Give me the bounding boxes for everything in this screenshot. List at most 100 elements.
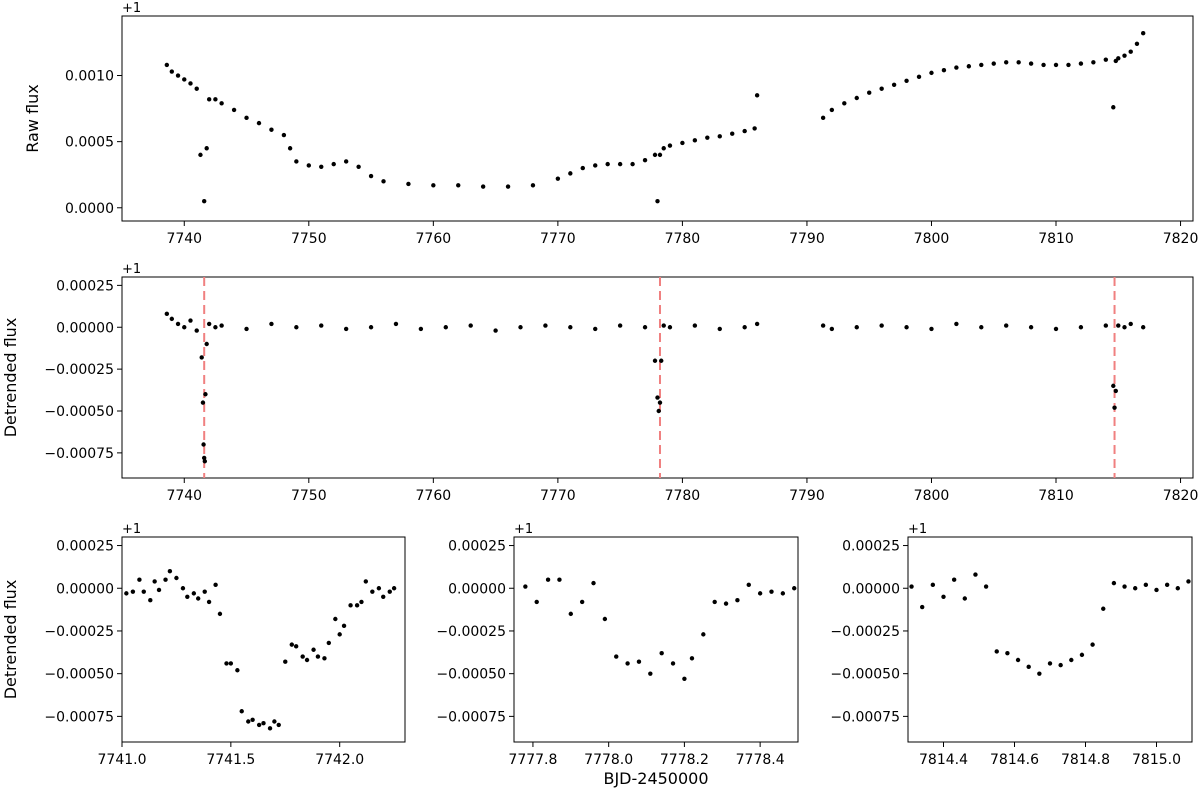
raw-data-point [1028,61,1034,66]
detrended-x-tick-label: 7790 [789,488,825,504]
detrended-data-point [201,442,206,447]
detrended-data-point [717,326,722,332]
raw-data-point [979,62,984,68]
detrended-data-point [642,325,648,330]
transit1-data-point [191,591,197,596]
transit2-x-tick-label: 7778.0 [584,752,633,768]
detrended-data-point [206,321,212,327]
transit1-data-point [387,589,392,594]
raw-data-point [730,131,735,136]
transit1-x-tick-label: 7742.0 [315,752,364,768]
transit1-data-point [267,726,273,731]
transit2-data-point [579,599,585,605]
raw-data-point [1003,60,1009,65]
raw-data-point [1078,61,1084,66]
raw-data-point [1053,62,1059,68]
detrended-data-point [652,358,658,363]
raw-data-point [667,143,673,148]
raw-data-point [891,82,897,87]
transit1-data-point [300,654,305,659]
detrended-data-point [164,311,170,317]
transit-2-panel: −0.00075 −0.00050 −0.00025 0.00000 0.00025 7… [436,522,799,788]
detrended-data-point [820,323,826,328]
detrended-data-point [617,323,623,328]
detrended-data-point [200,400,206,405]
detrended-data-point [368,325,374,330]
raw-data-point [281,132,287,138]
transit2-y-tick-label: −0.00025 [436,624,506,640]
raw-data-point [630,161,635,167]
transit3-data-point [962,596,967,601]
detrended-data-point [657,400,663,405]
raw-data-point [1103,57,1109,62]
detrended-data-point [655,395,660,400]
transit-1-panel: −0.00075 −0.00050 −0.00025 0.00000 0.00025 7… [1,522,406,768]
transit-1-points [124,568,397,731]
raw-data-point [169,69,175,74]
transit2-data-point [557,577,562,582]
raw-data-point [820,115,826,121]
raw-data-point [842,101,847,106]
raw-data-point [1140,30,1146,36]
raw-data-point [642,157,648,163]
detrended-x-tick-label: 7800 [914,488,950,504]
transit1-data-point [354,603,360,608]
raw-data-point [287,146,293,151]
transit1-x-tick-label: 7741.5 [206,752,255,768]
detrended-data-point [543,323,548,328]
detrended-y-tick-label: −0.00050 [44,404,114,420]
raw-data-point [368,173,374,179]
transit2-data-point [636,659,642,664]
transit-3-points [909,572,1191,676]
detrended-y-tick-label: 0.00000 [56,320,114,336]
raw-data-point [929,70,934,76]
detrended-data-point [1078,325,1084,330]
detrended-x-tick-label: 7770 [540,488,576,504]
raw-data-point [1091,60,1096,65]
detrended-flux-panel: −0.00075 −0.00050 −0.00025 0.00000 0.00025 7… [1,262,1198,504]
raw-data-point [717,134,722,139]
detrended-x-tick-label: 7780 [665,488,701,504]
transit1-data-point [124,591,129,596]
raw-data-point [319,164,324,169]
raw-x-tick-label: 7780 [665,231,701,247]
raw-data-point [356,164,361,169]
transit1-data-point [195,596,201,601]
transit2-data-point [568,611,573,617]
raw-data-point [294,159,299,164]
transit-1-offset-label: +1 [122,522,141,537]
transit3-data-point [1143,582,1149,588]
raw-data-point [655,198,660,204]
detrended-data-point [667,325,673,330]
transit2-data-point [746,582,751,588]
transit1-data-point [141,589,146,594]
detrended-y-tick-label: 0.00025 [56,278,114,294]
raw-data-point [904,78,909,84]
detrended-data-point [1122,325,1127,330]
raw-flux-y-ticks: 0.0000 0.0005 0.0010 [65,69,122,217]
transit1-data-point [391,586,397,591]
detrended-data-point [203,392,208,397]
raw-data-point [188,81,193,86]
transit3-y-tick-label: 0.00000 [842,581,900,597]
detrended-data-point [1103,323,1109,328]
raw-data-point [854,95,859,101]
raw-y-tick-label: 0.0005 [65,135,114,151]
raw-data-point [456,183,461,188]
transit3-data-point [1047,661,1053,666]
transit2-data-point [591,580,596,586]
detrended-data-point [182,325,187,330]
raw-data-point [742,128,747,134]
detrended-data-point [692,323,698,328]
raw-data-point [1111,105,1116,110]
raw-data-point [231,107,237,113]
transit2-x-tick-label: 7777.8 [508,752,557,768]
transit3-data-point [941,594,946,599]
raw-data-point [198,152,203,158]
raw-data-point [867,90,872,95]
transit2-data-point [670,661,676,666]
raw-flux-offset-label: +1 [122,1,141,16]
transit2-data-point [625,661,630,666]
transit1-data-point [152,579,157,584]
detrended-data-point [194,328,199,333]
